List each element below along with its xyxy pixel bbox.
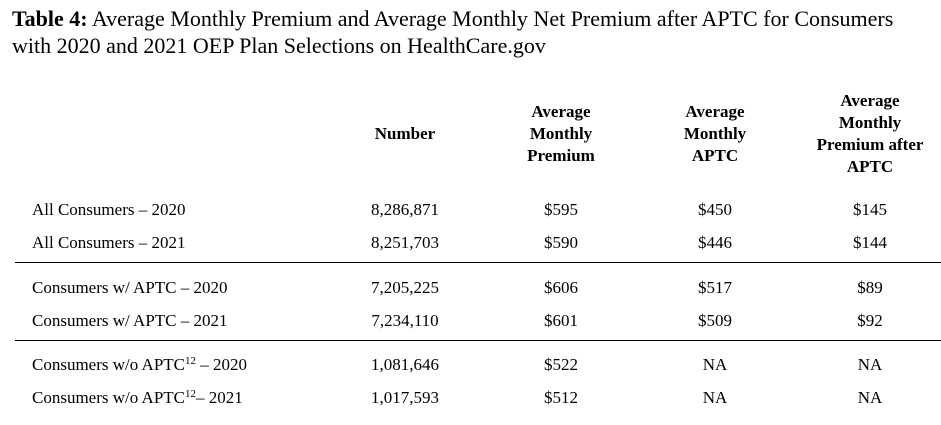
- table-cell: NA: [857, 355, 883, 374]
- column-header: Number: [374, 124, 436, 143]
- row-label-suffix: – 2021: [196, 388, 243, 407]
- table-cell: $595: [544, 200, 578, 219]
- table-cell: $512: [544, 388, 578, 407]
- row-label: Consumers w/ APTC – 2021: [32, 311, 228, 331]
- table-cell: $92: [857, 311, 883, 330]
- row-label: Consumers w/o APTC12 – 2020: [32, 355, 247, 375]
- row-label-text: Consumers w/o APTC: [32, 355, 186, 374]
- table-cell: $144: [853, 233, 887, 252]
- row-label: Consumers w/ APTC – 2020: [32, 278, 228, 298]
- row-label: All Consumers – 2021: [32, 233, 185, 253]
- table-cell: $450: [698, 200, 732, 219]
- table-cell: $522: [544, 355, 578, 374]
- table-cell: 7,234,110: [371, 311, 439, 330]
- table-cell: 8,251,703: [371, 233, 439, 252]
- column-header: Average Monthly Premium after APTC: [816, 91, 924, 176]
- title-label: Table 4:: [12, 6, 88, 31]
- table-cell: 7,205,225: [371, 278, 439, 297]
- row-label: Consumers w/o APTC12– 2021: [32, 388, 243, 408]
- row-label-suffix: – 2020: [196, 355, 248, 374]
- table-cell: $145: [853, 200, 887, 219]
- table-cell: $89: [857, 278, 883, 297]
- separator: [15, 262, 941, 263]
- column-header: Average Monthly APTC: [683, 102, 747, 165]
- table-cell: 1,017,593: [371, 388, 439, 407]
- table-cell: $606: [544, 278, 578, 297]
- table-cell: 8,286,871: [371, 200, 439, 219]
- column-header: Average Monthly Premium: [527, 102, 595, 165]
- row-label-text: Consumers w/o APTC: [32, 388, 186, 407]
- table-cell: $509: [698, 311, 732, 330]
- row-label-text: All Consumers – 2021: [32, 233, 186, 252]
- table-cell: $517: [698, 278, 732, 297]
- row-label: All Consumers – 2020: [32, 200, 185, 220]
- footnote-ref: 12: [185, 388, 197, 400]
- table-cell: NA: [857, 388, 883, 407]
- table-cell: NA: [702, 388, 728, 407]
- row-label-text: Consumers w/ APTC – 2020: [32, 278, 228, 297]
- table-cell: $446: [698, 233, 732, 252]
- table-cell: NA: [702, 355, 728, 374]
- title-text: Average Monthly Premium and Average Mont…: [12, 6, 894, 58]
- row-label-text: All Consumers – 2020: [32, 200, 186, 219]
- table-cell: $601: [544, 311, 578, 330]
- table-title: Table 4: Average Monthly Premium and Ave…: [12, 5, 932, 59]
- row-label-text: Consumers w/ APTC – 2021: [32, 311, 228, 330]
- table-cell: $590: [544, 233, 578, 252]
- table-cell: 1,081,646: [371, 355, 439, 374]
- separator: [15, 340, 941, 341]
- footnote-ref: 12: [185, 355, 197, 367]
